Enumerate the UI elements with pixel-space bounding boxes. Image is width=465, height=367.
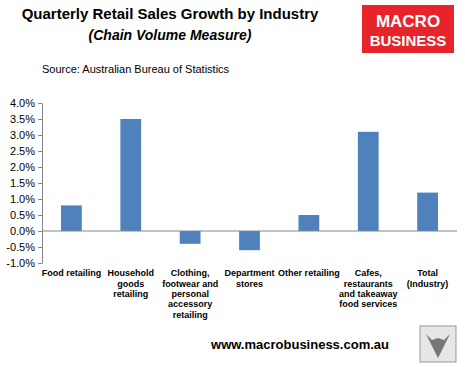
bar — [358, 132, 379, 231]
x-tick-label-line: Cafes, — [355, 268, 382, 278]
x-tick-label-line: goods — [117, 279, 144, 289]
y-tick: 1.5% — [10, 177, 42, 189]
y-tick-label: -1.0% — [6, 257, 35, 269]
y-tick: 2.0% — [10, 161, 42, 173]
logo-box — [362, 5, 454, 53]
x-tick-label-line: Food retailing — [42, 268, 102, 278]
x-tick-label-line: footwear and — [162, 279, 218, 289]
y-tick-label: 1.5% — [10, 177, 35, 189]
x-tick-label-line: restaurants — [344, 279, 393, 289]
x-tick-label-line: Department — [224, 268, 274, 278]
x-tick-label: Departmentstores — [224, 268, 274, 288]
bar — [298, 215, 319, 231]
logo-text: MACRO — [376, 12, 440, 31]
logo-text: BUSINESS — [370, 32, 447, 49]
y-axis: -1.0% -0.5% 0.0% 0.5% 1.0% 1.5% 2.0% 2.5% 3.0% 3.… — [6, 97, 42, 269]
y-axis-line — [42, 104, 43, 264]
x-tick-label-line: (Industry) — [407, 279, 449, 289]
y-tick-mark — [38, 215, 42, 216]
x-tick: Cafes,restaurantsand takeawayfood servic… — [339, 267, 398, 309]
x-tick-label-line: Household — [108, 268, 155, 278]
y-tick-label: 2.5% — [10, 145, 35, 157]
x-tick-label: Clothing,footwear andpersonalaccessoryre… — [162, 268, 218, 319]
y-tick-label: 3.5% — [10, 113, 35, 125]
x-tick: Food retailing — [42, 267, 102, 278]
x-tick-label-line: retailing — [173, 310, 208, 320]
y-tick-mark — [38, 119, 42, 120]
emblem-shape — [426, 334, 450, 358]
y-tick: 1.0% — [10, 193, 42, 205]
x-tick-label: Householdgoodsretailing — [108, 268, 155, 299]
x-tick-label-line: retailing — [113, 289, 148, 299]
x-tick-label: Total(Industry) — [407, 268, 449, 288]
zero-line — [42, 231, 457, 232]
y-tick-label: 0.5% — [10, 209, 35, 221]
y-tick-mark — [38, 231, 42, 232]
x-tick-label-line: Clothing, — [171, 268, 210, 278]
emblem — [420, 326, 456, 362]
y-tick-mark — [38, 199, 42, 200]
source: Source: Australian Bureau of Statistics — [42, 63, 230, 75]
x-tick-label-line: accessory — [168, 299, 212, 309]
y-tick: 0.0% — [10, 225, 42, 237]
x-tick: Departmentstores — [224, 267, 274, 289]
y-tick: 3.0% — [10, 129, 42, 141]
y-tick: 2.5% — [10, 145, 42, 157]
y-tick-label: -0.5% — [6, 241, 35, 253]
y-tick-label: 2.0% — [10, 161, 35, 173]
footer-url: www.macrobusiness.com.au — [210, 337, 389, 352]
y-tick-mark — [38, 135, 42, 136]
y-tick-label: 0.0% — [10, 225, 35, 237]
x-tick: Householdgoodsretailing — [108, 267, 155, 299]
bar — [417, 193, 438, 231]
y-tick-label: 4.0% — [10, 97, 35, 109]
x-axis: Food retailingHouseholdgoodsretailingClo… — [42, 267, 449, 320]
bar — [61, 205, 82, 231]
x-tick: Total(Industry) — [407, 267, 449, 289]
x-tick-label-line: personal — [171, 289, 209, 299]
y-tick-mark — [38, 151, 42, 152]
x-tick-label: Food retailing — [42, 268, 102, 278]
x-tick-label: Other retailing — [278, 268, 340, 278]
y-tick-mark — [38, 167, 42, 168]
title: Quarterly Retail Sales Growth by Industr… — [22, 5, 319, 22]
x-tick-label-line: and takeaway — [339, 289, 398, 299]
bar — [239, 231, 260, 250]
bar — [180, 231, 201, 244]
logo: MACROBUSINESS — [362, 5, 454, 53]
x-tick: Other retailing — [278, 267, 340, 278]
y-tick: 0.5% — [10, 209, 42, 221]
y-tick-label: 3.0% — [10, 129, 35, 141]
y-tick-mark — [38, 183, 42, 184]
y-tick: -1.0% — [6, 257, 42, 269]
x-tick-label-line: food services — [339, 299, 397, 309]
subtitle: (Chain Volume Measure) — [89, 27, 252, 43]
y-tick: -0.5% — [6, 241, 42, 253]
y-tick-mark — [38, 103, 42, 104]
x-tick-label-line: Other retailing — [278, 268, 340, 278]
x-tick: Clothing,footwear andpersonalaccessoryre… — [162, 267, 218, 320]
y-tick-mark — [38, 263, 42, 264]
y-tick-mark — [38, 247, 42, 248]
y-tick: 3.5% — [10, 113, 42, 125]
x-tick-label: Cafes,restaurantsand takeawayfood servic… — [339, 268, 398, 309]
y-tick-label: 1.0% — [10, 193, 35, 205]
emblem-box — [420, 326, 456, 362]
chart: Quarterly Retail Sales Growth by Industr… — [0, 0, 465, 367]
y-tick: 4.0% — [10, 97, 42, 109]
bar — [120, 119, 141, 231]
x-tick-label-line: stores — [236, 279, 263, 289]
x-tick-label-line: Total — [417, 268, 438, 278]
